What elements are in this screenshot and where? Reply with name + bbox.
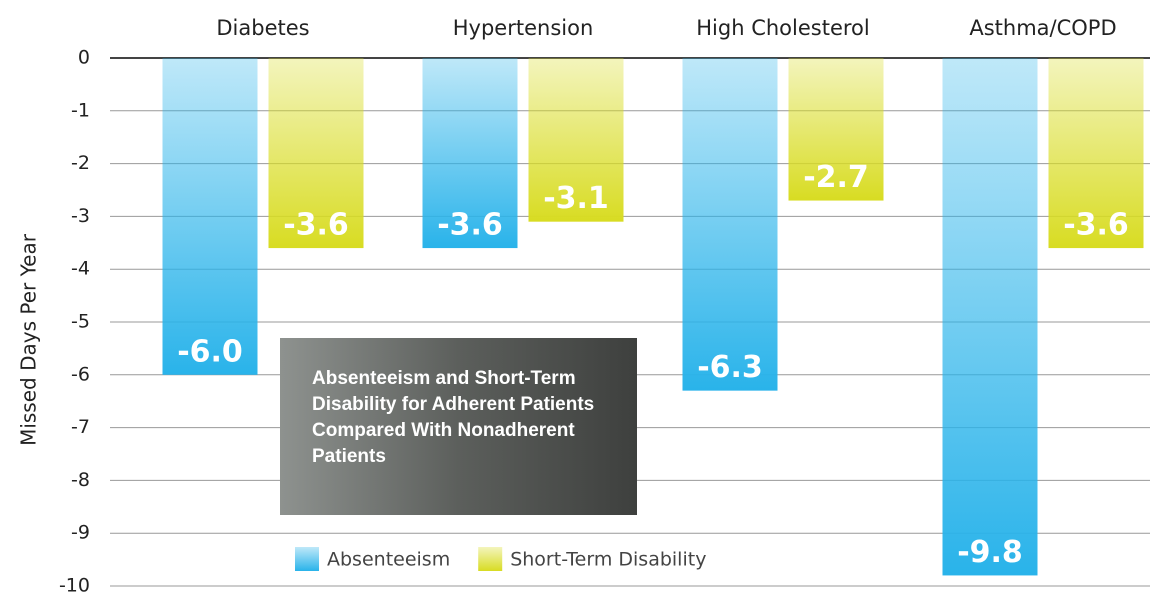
- chart-title: Absenteeism and Short-Term Disability fo…: [280, 338, 637, 515]
- bar: [268, 58, 364, 249]
- x-tick-label: Hypertension: [453, 16, 594, 40]
- y-axis-label: Missed Days Per Year: [17, 233, 41, 446]
- y-tick-label: 0: [78, 47, 90, 69]
- value-label: -9.8: [957, 535, 1023, 570]
- legend-label: Absenteeism: [327, 549, 450, 571]
- value-label: -6.0: [177, 334, 243, 369]
- y-tick-label: -1: [71, 99, 90, 121]
- legend-swatch: [478, 547, 503, 571]
- bar: [682, 58, 778, 391]
- value-label: -2.7: [803, 160, 869, 195]
- bar: [942, 58, 1038, 576]
- bar: [1048, 58, 1144, 249]
- value-label: -6.3: [697, 350, 763, 385]
- y-tick-label: -9: [71, 522, 90, 544]
- y-tick-label: -6: [71, 363, 90, 385]
- legend-label: Short-Term Disability: [510, 549, 706, 571]
- x-tick-label: Asthma/COPD: [969, 16, 1116, 40]
- y-tick-label: -10: [59, 575, 90, 593]
- y-tick-label: -7: [71, 416, 90, 438]
- y-tick-label: -5: [71, 311, 90, 333]
- x-tick-label: Diabetes: [216, 16, 309, 40]
- bar: [528, 58, 624, 222]
- value-label: -3.6: [283, 208, 349, 243]
- value-label: -3.1: [543, 181, 609, 216]
- y-tick-label: -8: [71, 469, 90, 491]
- y-tick-label: -3: [71, 205, 90, 227]
- y-tick-label: -2: [71, 152, 90, 174]
- bar: [788, 58, 884, 201]
- legend-swatch: [295, 547, 319, 571]
- bar: [162, 58, 258, 375]
- y-tick-label: -4: [71, 258, 90, 280]
- x-tick-label: High Cholesterol: [696, 16, 869, 40]
- value-label: -3.6: [437, 208, 503, 243]
- value-label: -3.6: [1063, 208, 1129, 243]
- bar: [422, 58, 518, 249]
